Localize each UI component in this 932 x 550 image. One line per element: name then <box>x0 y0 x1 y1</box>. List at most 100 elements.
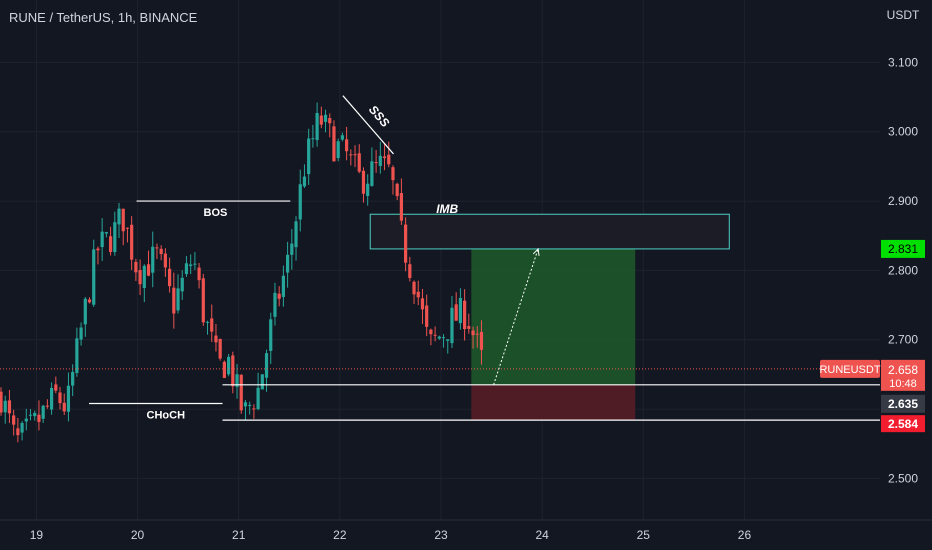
candle <box>260 374 264 390</box>
candle <box>441 334 446 348</box>
candle <box>408 256 412 282</box>
candle <box>277 286 281 307</box>
candle <box>167 257 172 293</box>
candle <box>425 294 429 337</box>
candle <box>231 351 235 394</box>
candle-body <box>345 139 349 152</box>
candlestick-series <box>0 102 484 443</box>
candle <box>151 231 155 288</box>
price-badges: 2.831 RUNEUSDT 2.658 10:48 2.635 2.584 <box>819 239 925 433</box>
time-tick-label: 20 <box>131 528 145 542</box>
candle-body <box>248 404 252 406</box>
price-axis[interactable]: 2.500 2.700 2.800 2.900 3.000 3.100 <box>888 55 918 485</box>
candle-body <box>167 268 172 287</box>
candle-body <box>159 248 163 255</box>
candle <box>12 409 16 436</box>
candle-body <box>151 246 155 273</box>
candle <box>7 389 12 424</box>
candle-body <box>16 428 20 436</box>
candle-body <box>450 307 454 344</box>
candle <box>121 208 125 246</box>
candle-body <box>382 156 387 159</box>
candle-body <box>277 293 281 299</box>
candle <box>96 246 100 265</box>
candle <box>138 259 142 296</box>
candle <box>214 323 218 352</box>
candle <box>454 292 458 321</box>
candle <box>125 227 130 243</box>
time-axis[interactable]: 19 20 21 22 23 24 25 26 <box>30 528 752 542</box>
candle <box>353 145 357 168</box>
candle-body <box>425 305 429 327</box>
candle <box>28 409 33 421</box>
candle-body <box>49 387 54 410</box>
candle-body <box>298 184 302 220</box>
sss-trend-line[interactable] <box>342 95 394 155</box>
candle-body <box>33 412 37 417</box>
candle-body <box>28 414 33 416</box>
candle-body <box>45 405 49 407</box>
candle <box>248 401 252 415</box>
candle <box>336 138 340 162</box>
symbol-title[interactable]: RUNE / TetherUS, 1h, BINANCE <box>9 10 198 25</box>
candle-body <box>446 339 450 341</box>
imb-zone-box[interactable] <box>369 213 730 250</box>
candle <box>429 328 433 346</box>
candle-body <box>239 374 243 411</box>
candle <box>437 335 441 340</box>
candle-body <box>96 248 100 251</box>
stop-price-text: 2.584 <box>888 417 918 431</box>
candle-body <box>58 392 62 404</box>
candle-body <box>437 336 441 339</box>
price-tick-label: 2.800 <box>888 263 918 277</box>
candle <box>294 216 298 261</box>
candle-body <box>353 154 357 156</box>
candle <box>92 239 96 307</box>
candle <box>366 174 370 206</box>
candle <box>146 250 151 277</box>
candle <box>290 229 294 270</box>
candle-body <box>467 326 471 329</box>
candle-body <box>395 183 399 197</box>
candle-body <box>92 249 96 305</box>
candle <box>395 182 399 201</box>
candle <box>205 320 210 335</box>
candle <box>155 243 159 260</box>
candle <box>387 141 391 168</box>
candle <box>184 255 189 277</box>
position-target-zone <box>471 248 636 385</box>
candle-body <box>399 193 403 221</box>
candle-body <box>176 288 180 311</box>
candle-body <box>391 167 395 181</box>
time-tick-label: 22 <box>333 528 347 542</box>
candle-body <box>311 138 315 140</box>
time-tick-label: 26 <box>738 528 752 542</box>
candle <box>378 141 382 174</box>
candle-body <box>281 275 285 297</box>
position-stop-zone <box>471 384 636 421</box>
candle-body <box>180 277 184 292</box>
candle-body <box>378 155 382 166</box>
candle <box>463 289 467 341</box>
candle-body <box>7 400 12 414</box>
time-tick-label: 21 <box>232 528 246 542</box>
candle-body <box>408 264 412 279</box>
candle <box>62 393 66 415</box>
candle-body <box>302 176 307 187</box>
candle-body <box>218 339 222 359</box>
candle <box>45 399 49 409</box>
candle <box>37 400 41 431</box>
candle-body <box>197 267 201 281</box>
price-tick-label: 2.900 <box>888 194 918 208</box>
candle-body <box>155 247 159 249</box>
candle <box>83 297 87 337</box>
imb-label: IMB <box>436 202 458 216</box>
target-arrow-head <box>532 247 540 256</box>
candle <box>197 263 201 289</box>
candle <box>172 272 176 329</box>
candle <box>399 178 403 225</box>
candle <box>16 417 20 443</box>
candle-body <box>290 243 294 255</box>
candle <box>471 326 475 349</box>
